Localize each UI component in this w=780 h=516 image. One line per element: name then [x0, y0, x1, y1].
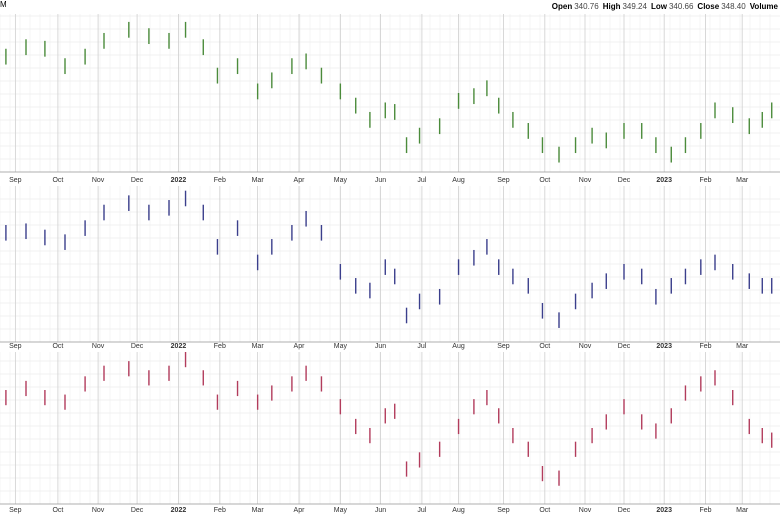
quote-value: 349.24	[622, 2, 647, 11]
x-tick-label: Aug	[452, 343, 465, 350]
x-tick-label: Sep	[497, 507, 510, 514]
x-tick-label: Jun	[375, 177, 386, 184]
x-tick-label: Dec	[131, 343, 144, 350]
x-tick-label: 2023	[656, 177, 672, 184]
x-tick-label: Nov	[92, 177, 105, 184]
quote-value: 340.66	[668, 2, 694, 11]
x-tick-label: Dec	[618, 177, 631, 184]
x-tick-label: Sep	[9, 177, 22, 184]
x-tick-label: Dec	[618, 507, 631, 514]
x-tick-label: Jun	[375, 343, 386, 350]
x-tick-label: 2023	[656, 343, 672, 350]
x-tick-label: Jul	[417, 507, 426, 514]
x-tick-label: Feb	[700, 507, 712, 514]
quote-values: Open 340.76 High 349.24 Low 340.66 Close 348.40…	[548, 0, 778, 14]
x-tick-label: 2022	[171, 177, 187, 184]
x-tick-label: 2023	[656, 507, 672, 514]
x-tick-label: Jun	[375, 507, 386, 514]
x-tick-label: Nov	[92, 507, 105, 514]
x-tick-label: Oct	[539, 177, 550, 184]
x-tick-label: Oct	[539, 507, 550, 514]
x-tick-label: May	[334, 177, 348, 184]
x-tick-label: Feb	[214, 343, 226, 350]
quote-label: High	[602, 2, 621, 11]
quote-label: Open	[551, 2, 573, 11]
x-tick-label: Nov	[92, 343, 105, 350]
x-tick-label: Oct	[52, 507, 63, 514]
x-tick-label: Mar	[252, 177, 265, 184]
x-tick-label: Jul	[417, 343, 426, 350]
x-tick-label: Apr	[294, 343, 306, 350]
x-tick-label: May	[334, 507, 348, 514]
x-tick-label: 2022	[171, 507, 187, 514]
x-tick-label: Sep	[497, 177, 510, 184]
x-tick-label: 2022	[171, 343, 187, 350]
quote-value: 348.40	[721, 2, 746, 11]
x-tick-label: Nov	[579, 177, 592, 184]
quote-label: Close	[697, 2, 720, 11]
x-tick-label: Mar	[736, 343, 749, 350]
x-tick-label: Feb	[214, 177, 226, 184]
x-tick-label: Apr	[294, 507, 306, 514]
x-tick-label: Feb	[214, 507, 226, 514]
x-tick-label: Dec	[131, 507, 144, 514]
x-tick-label: Dec	[131, 177, 144, 184]
x-tick-label: Sep	[9, 343, 22, 350]
quote-value: 340.76	[574, 2, 599, 11]
x-tick-label: Oct	[539, 343, 550, 350]
x-tick-label: Feb	[700, 343, 712, 350]
quote-label: Volume	[749, 2, 778, 11]
x-tick-label: Apr	[294, 177, 306, 184]
symbol-mark: M	[0, 0, 7, 9]
x-tick-label: Mar	[252, 343, 265, 350]
x-tick-label: Mar	[736, 177, 749, 184]
x-tick-label: Oct	[52, 177, 63, 184]
x-tick-label: Sep	[497, 343, 510, 350]
x-tick-label: Nov	[579, 507, 592, 514]
x-tick-label: Sep	[9, 507, 22, 514]
x-tick-label: Mar	[736, 507, 749, 514]
x-tick-label: Jul	[417, 177, 426, 184]
x-tick-label: Mar	[252, 507, 265, 514]
x-tick-label: Aug	[452, 507, 465, 514]
quote-header: M Open 340.76 High 349.24 Low 340.66 Close 348.…	[0, 0, 780, 14]
quote-label: Low	[650, 2, 667, 11]
x-tick-label: Aug	[452, 177, 465, 184]
x-tick-label: Dec	[618, 343, 631, 350]
x-tick-label: Feb	[700, 177, 712, 184]
x-tick-label: Nov	[579, 343, 592, 350]
x-tick-label: May	[334, 343, 348, 350]
x-tick-label: Oct	[52, 343, 63, 350]
